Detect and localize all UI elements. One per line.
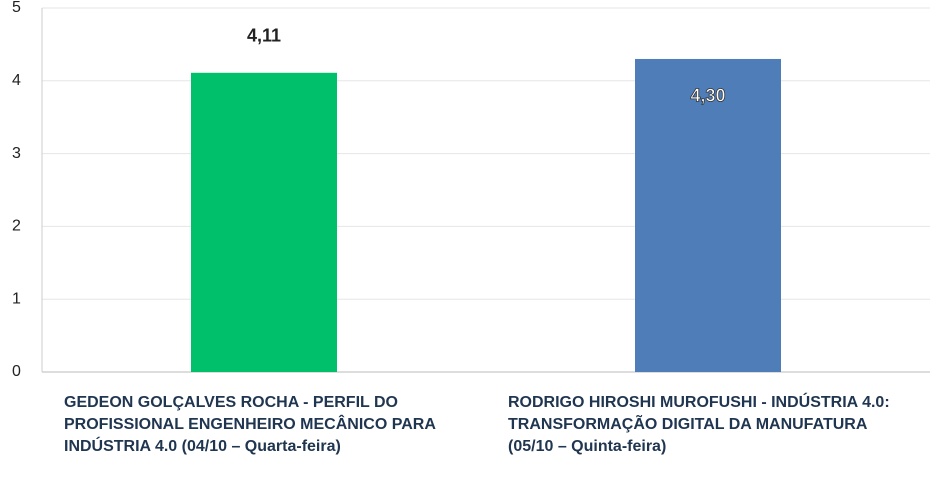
y-tick-label: 1 [12, 290, 21, 307]
y-tick-label: 0 [12, 363, 21, 380]
y-tick-label: 4 [12, 72, 21, 89]
bar [635, 58, 781, 373]
value-label: 4,30 [690, 86, 725, 106]
y-tick-label: 2 [12, 218, 21, 235]
bar [191, 72, 337, 373]
y-tick-label: 3 [12, 145, 21, 162]
value-label: 4,11 [247, 26, 281, 46]
x-tick-label: RODRIGO HIROSHI MUROFUSHI - INDÚSTRIA 4.… [508, 394, 890, 455]
x-tick-label: GEDEON GOLÇALVES ROCHA - PERFIL DO PROFI… [64, 394, 436, 455]
y-tick-label: 5 [12, 0, 21, 16]
